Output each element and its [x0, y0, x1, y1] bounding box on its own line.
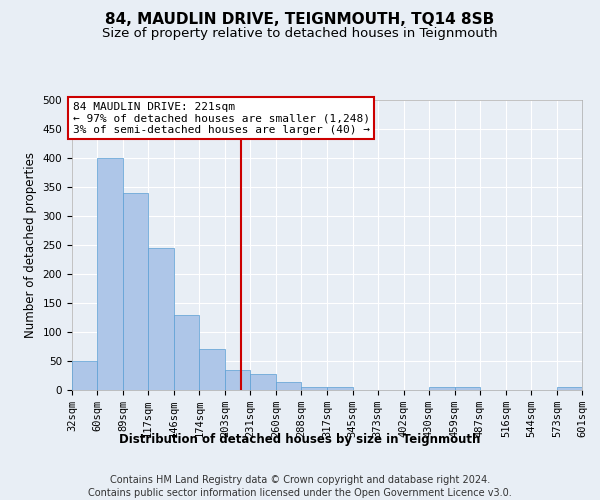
- Bar: [455, 387, 480, 390]
- Bar: [72, 361, 97, 390]
- Bar: [199, 350, 225, 390]
- Bar: [301, 387, 328, 390]
- Bar: [148, 248, 174, 390]
- Text: Contains public sector information licensed under the Open Government Licence v3: Contains public sector information licen…: [88, 488, 512, 498]
- Bar: [328, 387, 353, 390]
- Text: 84, MAUDLIN DRIVE, TEIGNMOUTH, TQ14 8SB: 84, MAUDLIN DRIVE, TEIGNMOUTH, TQ14 8SB: [106, 12, 494, 28]
- Y-axis label: Number of detached properties: Number of detached properties: [24, 152, 37, 338]
- Text: 84 MAUDLIN DRIVE: 221sqm
← 97% of detached houses are smaller (1,248)
3% of semi: 84 MAUDLIN DRIVE: 221sqm ← 97% of detach…: [73, 102, 370, 135]
- Bar: [557, 387, 582, 390]
- Bar: [429, 387, 455, 390]
- Bar: [174, 314, 199, 390]
- Bar: [277, 382, 301, 390]
- Bar: [97, 158, 123, 390]
- Text: Distribution of detached houses by size in Teignmouth: Distribution of detached houses by size …: [119, 432, 481, 446]
- Text: Contains HM Land Registry data © Crown copyright and database right 2024.: Contains HM Land Registry data © Crown c…: [110, 475, 490, 485]
- Text: Size of property relative to detached houses in Teignmouth: Size of property relative to detached ho…: [102, 28, 498, 40]
- Bar: [123, 193, 148, 390]
- Bar: [250, 374, 277, 390]
- Bar: [225, 370, 250, 390]
